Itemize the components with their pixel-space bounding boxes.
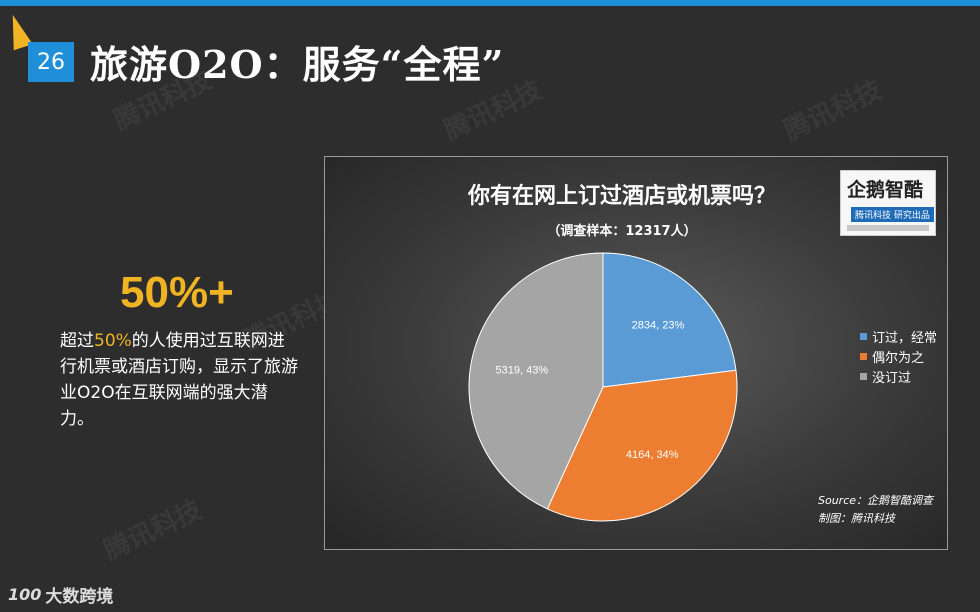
legend-item-often: 订过，经常 bbox=[860, 326, 937, 346]
pie-chart: 你有在网上订过酒店或机票吗？ （调查样本：12317人） 2834, 23% 41… bbox=[467, 183, 776, 522]
legend-swatch bbox=[860, 372, 867, 380]
pie-slice-never bbox=[468, 252, 604, 510]
credit-note: 制图：腾讯科技 bbox=[818, 512, 895, 525]
footer-logo: 100 大数跨境 bbox=[8, 582, 113, 607]
watermark: 腾讯科技 bbox=[99, 495, 207, 567]
legend-swatch bbox=[860, 332, 867, 340]
pie-slice-sometimes bbox=[546, 369, 738, 522]
description: 超过50%的人使用过互联网进行机票或酒店订购，显示了旅游业O2O在互联网端的强大… bbox=[60, 328, 300, 432]
top-accent-bar bbox=[0, 0, 980, 6]
description-body: 的人使用过互联网进行机票或酒店订购，显示了旅游业O2O在互联网端的强大潜力。 bbox=[60, 331, 298, 429]
description-highlight: 50% bbox=[94, 331, 132, 351]
legend-label: 偶尔为之 bbox=[872, 350, 925, 366]
page-title: 旅游O2O：服务“全程” bbox=[90, 42, 505, 87]
brand-logo: 企鹅智酷 腾讯科技 研究出品 bbox=[840, 170, 936, 236]
legend-swatch bbox=[860, 352, 867, 360]
pie-data-label-sometimes: 4164, 34% bbox=[626, 449, 679, 461]
brand-logo-subtext: 腾讯科技 研究出品 bbox=[851, 207, 934, 222]
watermark: 腾讯科技 bbox=[779, 75, 887, 147]
chart-subtitle: （调查样本：12317人） bbox=[547, 223, 696, 239]
footer-brand-text: 大数跨境 bbox=[45, 587, 114, 607]
chart-legend: 订过，经常偶尔为之没订过 bbox=[860, 326, 937, 386]
slide-number: 26 bbox=[28, 42, 74, 82]
legend-label: 订过，经常 bbox=[872, 330, 938, 346]
source-note: Source：企鹅智酷调查 bbox=[818, 494, 934, 507]
legend-label: 没订过 bbox=[872, 370, 912, 386]
chart-title: 你有在网上订过酒店或机票吗？ bbox=[467, 183, 776, 209]
brand-logo-base bbox=[847, 225, 929, 231]
pie-data-label-never: 5319, 43% bbox=[496, 364, 549, 376]
legend-item-sometimes: 偶尔为之 bbox=[860, 346, 937, 366]
footer-logo-mark: 100 bbox=[8, 585, 42, 604]
pie-data-label-often: 2834, 23% bbox=[632, 320, 685, 332]
highlight-stat: 50%+ bbox=[120, 268, 234, 317]
description-lead: 超过 bbox=[60, 331, 94, 351]
brand-logo-text: 企鹅智酷 bbox=[847, 179, 924, 201]
pie-slice-often bbox=[602, 252, 737, 388]
legend-item-never: 没订过 bbox=[860, 366, 937, 386]
